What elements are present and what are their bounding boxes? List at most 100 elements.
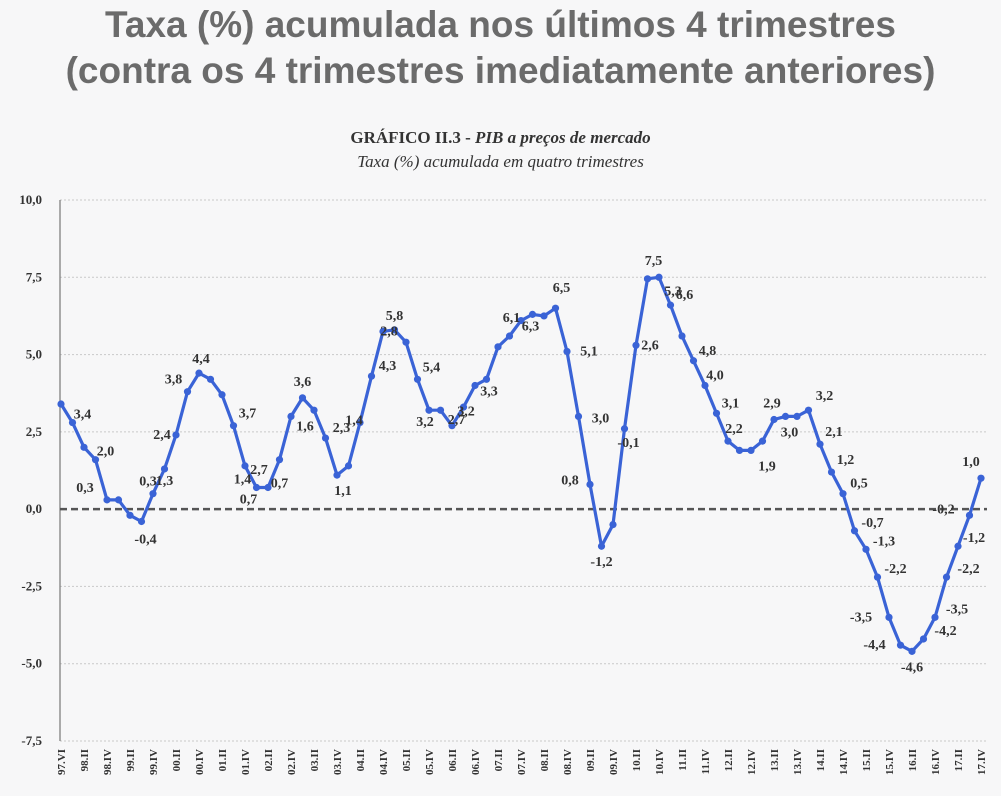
y-tick-label: -7,5 (21, 733, 42, 748)
data-label: 1,6 (296, 419, 314, 434)
data-point (448, 422, 456, 430)
data-point (712, 409, 721, 417)
x-tick-label: 14.IV (838, 749, 850, 775)
x-tick-label: 09.IV (608, 749, 620, 775)
x-tick-label: 14.II (815, 749, 827, 771)
data-point (850, 527, 859, 535)
data-point (586, 480, 594, 489)
data-point (333, 471, 341, 479)
data-point (908, 647, 916, 655)
data-point (80, 443, 88, 451)
data-label: 3,6 (294, 375, 312, 390)
data-label: -1,3 (873, 534, 895, 549)
data-point (275, 456, 284, 464)
x-tick-label: 16.IV (930, 749, 942, 775)
data-label: 2,1 (825, 425, 843, 440)
data-point (942, 573, 951, 581)
x-tick-label: 06.II (447, 749, 459, 771)
chart-title-prefix: GRÁFICO II.3 - (350, 128, 476, 147)
x-tick-label: 10.IV (654, 749, 666, 775)
x-tick-label: 11.II (677, 749, 689, 771)
data-label: 1,4 (234, 473, 252, 488)
data-point (436, 406, 445, 414)
data-point (597, 542, 606, 550)
data-point (252, 483, 261, 492)
data-point (494, 343, 502, 351)
data-point (91, 456, 100, 464)
x-tick-label: 01.IV (240, 749, 252, 775)
data-point (183, 388, 192, 396)
data-point (402, 338, 410, 346)
y-tick-label: 2,5 (26, 424, 43, 439)
x-tick-label: 04.IV (378, 749, 390, 775)
data-point (804, 406, 813, 414)
data-label: -0,2 (932, 502, 954, 517)
x-tick-label: 04.II (355, 749, 367, 771)
data-label: -0,1 (617, 436, 639, 451)
y-tick-label: 10,0 (19, 192, 42, 207)
data-point (68, 418, 77, 427)
y-tick-label: -5,0 (21, 656, 42, 671)
data-point (724, 437, 732, 445)
data-point (425, 406, 433, 414)
y-tick-label: -2,5 (21, 578, 42, 593)
x-tick-label: 12.IV (746, 749, 758, 775)
data-point (793, 412, 801, 420)
data-label: -4,2 (934, 624, 956, 639)
data-point (172, 431, 180, 439)
data-label: 3,8 (165, 373, 183, 388)
data-label: 2,8 (380, 324, 398, 339)
x-tick-label: 98.IV (102, 749, 114, 775)
data-label: 4,8 (699, 344, 717, 359)
data-point (666, 301, 675, 309)
data-point (827, 468, 836, 476)
chart-title-emphasis: PIB a preços de mercado (475, 128, 651, 147)
x-tick-label: 09.II (585, 749, 597, 771)
data-label: -2,2 (884, 562, 906, 577)
data-point (114, 496, 123, 504)
data-point (632, 341, 640, 349)
x-tick-label: 02.IV (286, 749, 298, 775)
data-point (206, 375, 215, 383)
data-point (620, 425, 629, 433)
data-point (540, 312, 548, 320)
data-label: 5,8 (386, 309, 404, 324)
data-label: 2,7 (448, 413, 466, 428)
data-label: 4,4 (192, 352, 210, 367)
data-point (344, 462, 353, 470)
x-tick-label: 03.II (309, 749, 321, 771)
data-label: 1,0 (962, 455, 980, 470)
data-point (862, 545, 870, 553)
data-point (701, 381, 709, 390)
data-label: 3,0 (781, 425, 799, 440)
data-label: 5,4 (423, 360, 441, 375)
data-point (563, 347, 571, 356)
x-tick-label: 97.VI (56, 749, 68, 775)
data-label: 3,3 (480, 384, 498, 399)
data-point (896, 641, 905, 649)
data-label: 2,6 (641, 338, 659, 353)
data-point (574, 412, 583, 420)
x-tick-label: 17.II (953, 749, 965, 771)
x-tick-label: 08.IV (562, 749, 574, 775)
data-point (287, 412, 295, 420)
x-tick-label: 15.IV (884, 749, 896, 775)
data-point (977, 474, 985, 482)
data-point (310, 406, 318, 414)
data-point (747, 446, 755, 455)
x-tick-label: 05.II (401, 749, 413, 771)
data-label: -1,2 (963, 531, 985, 546)
data-point (839, 490, 847, 498)
data-label: -2,2 (957, 562, 979, 577)
x-tick-label: 00.IV (194, 749, 206, 775)
data-point (643, 275, 652, 283)
data-label: 2,9 (763, 396, 781, 411)
x-tick-label: 16.II (907, 749, 919, 771)
data-label: 0,7 (271, 477, 289, 492)
data-label: -3,5 (946, 602, 968, 617)
x-tick-label: 02.II (263, 749, 275, 771)
data-label: -0,4 (134, 533, 156, 548)
x-tick-label: 99.IV (148, 749, 160, 775)
data-point (356, 418, 364, 427)
